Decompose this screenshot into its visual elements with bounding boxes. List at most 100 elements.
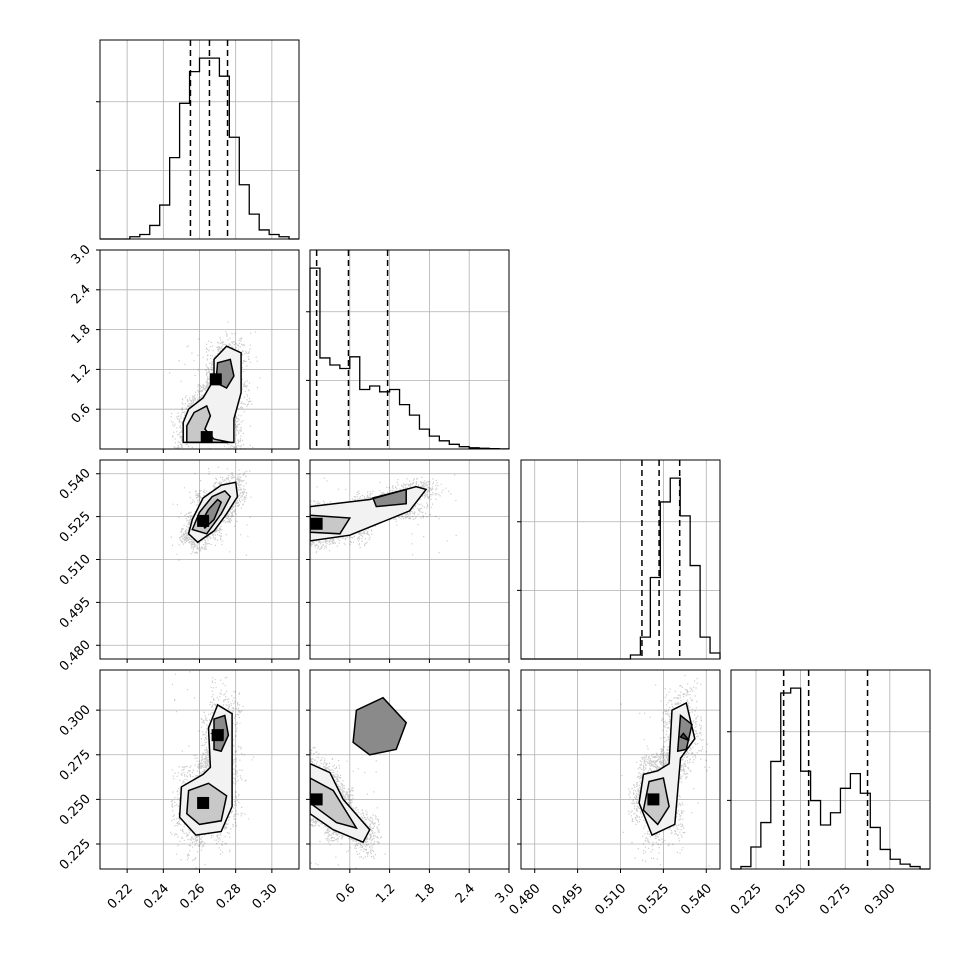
- density-group: [169, 670, 255, 869]
- y-tick-label: 0.495: [57, 595, 94, 632]
- density-peak: [310, 517, 323, 530]
- x-tick-label: 0.300: [862, 881, 899, 918]
- scatter-panel-1-3: [306, 669, 510, 873]
- x-tick-label: 0.24: [141, 881, 172, 912]
- contour-line: [679, 732, 690, 742]
- contour-line: [638, 701, 696, 837]
- panel-frame: [309, 459, 510, 660]
- contour-line: [186, 404, 231, 444]
- y-tick-labels-row-2: 0.480 0.495 0.510 0.525 0.540: [57, 466, 94, 674]
- contour-line: [182, 345, 242, 444]
- y-tick-label: 0.6: [69, 401, 94, 426]
- x-tick-label: 0.525: [635, 881, 672, 918]
- density-group: [169, 321, 261, 449]
- x-tick-label: 0.540: [678, 881, 715, 918]
- panel-frame: [520, 669, 721, 870]
- x-tick-label: 0.495: [550, 881, 587, 918]
- contour-line: [186, 782, 228, 826]
- grid-group: [100, 670, 299, 869]
- x-tick-labels-col-3: 0.225 0.250 0.275 0.300: [728, 881, 899, 918]
- density-group: [310, 474, 457, 556]
- panel-frame: [730, 669, 931, 870]
- density-fill: [353, 697, 407, 755]
- histogram-panel-1: [306, 249, 510, 450]
- x-tick-label: 0.6: [333, 881, 358, 906]
- grid-group: [521, 670, 720, 869]
- x-tick-label: 0.28: [213, 881, 244, 912]
- density-group: [620, 674, 710, 867]
- density-group: [170, 466, 252, 561]
- contour-line: [310, 777, 359, 830]
- contour-line: [371, 488, 407, 508]
- histogram-step-line: [100, 57, 299, 240]
- contour-line: [187, 481, 239, 544]
- y-tick-label: 1.8: [69, 322, 94, 347]
- contour-line: [676, 714, 693, 753]
- contour-line: [215, 358, 235, 389]
- x-tick-label: 0.250: [773, 881, 810, 918]
- x-tick-label: 0.22: [105, 881, 136, 912]
- x-tick-label: 1.2: [373, 881, 398, 906]
- histogram-step-line: [309, 267, 510, 450]
- y-tick-label: 3.0: [69, 242, 94, 267]
- scatter-panel-0-3: [96, 669, 300, 873]
- y-tick-label: 0.510: [57, 552, 94, 589]
- contour-line: [210, 728, 224, 740]
- x-tick-label: 0.510: [592, 881, 629, 918]
- y-tick-label: 0.540: [57, 466, 94, 503]
- x-tick-label: 0.30: [250, 881, 281, 912]
- density-peak: [200, 431, 213, 444]
- panel-frame: [99, 249, 300, 450]
- y-tick-labels-row-3: 0.225 0.250 0.275 0.300: [57, 702, 94, 873]
- y-tick-labels-row-1: 0.6 1.2 1.8 2.4 3.0: [69, 242, 94, 426]
- density-fill: [677, 715, 692, 752]
- contour-line: [310, 485, 428, 542]
- density-fill: [373, 489, 407, 507]
- scatter-panel-1-2: [306, 459, 510, 663]
- y-tick-label: 0.225: [57, 836, 94, 873]
- grid-group: [100, 460, 299, 659]
- density-fill: [186, 405, 231, 443]
- scatter-panel-0-2: [96, 459, 300, 663]
- density-peak: [197, 514, 210, 527]
- panel-frame: [520, 459, 721, 660]
- x-tick-labels-col-0: 0.22 0.24 0.26 0.28 0.30: [105, 881, 281, 912]
- contour-line: [178, 703, 233, 836]
- density-peak: [197, 796, 210, 809]
- x-tick-label: 1.8: [413, 881, 438, 906]
- x-tick-labels-col-1: 0.6 1.2 1.8 2.4 3.0: [333, 881, 517, 906]
- histogram-panel-3: [727, 669, 931, 870]
- y-tick-label: 0.250: [57, 792, 94, 829]
- contour-line: [352, 696, 408, 756]
- contour-line: [200, 498, 223, 530]
- sample-points: [170, 466, 252, 561]
- contour-line: [191, 489, 232, 535]
- x-tick-label: 2.4: [453, 881, 478, 906]
- panel-frame: [309, 669, 510, 870]
- density-group: [310, 696, 408, 869]
- histogram-panel-2: [517, 459, 721, 660]
- histogram-panel-0: [96, 39, 300, 240]
- panel-frame: [99, 39, 300, 240]
- density-fill: [310, 778, 357, 828]
- y-tick-label: 2.4: [69, 282, 94, 307]
- y-tick-label: 0.300: [57, 702, 94, 739]
- contour-line: [213, 714, 230, 753]
- contour-line: [310, 514, 352, 535]
- y-tick-label: 0.480: [57, 637, 94, 674]
- y-tick-label: 0.275: [57, 747, 94, 784]
- panel-frame: [99, 459, 300, 660]
- contour-line: [642, 777, 670, 826]
- density-peak: [647, 793, 660, 806]
- scatter-panel-2-3: [517, 669, 721, 873]
- grid-group: [310, 460, 509, 659]
- x-tick-label: 0.26: [177, 881, 208, 912]
- contour-line: [310, 762, 371, 844]
- grid-group: [310, 670, 509, 869]
- scatter-panel-0-1: [96, 249, 300, 453]
- density-peak: [310, 793, 323, 806]
- x-tick-label: 0.275: [817, 881, 854, 918]
- grid-group: [100, 250, 299, 449]
- x-tick-labels-col-2: 0.480 0.495 0.510 0.525 0.540: [507, 881, 715, 918]
